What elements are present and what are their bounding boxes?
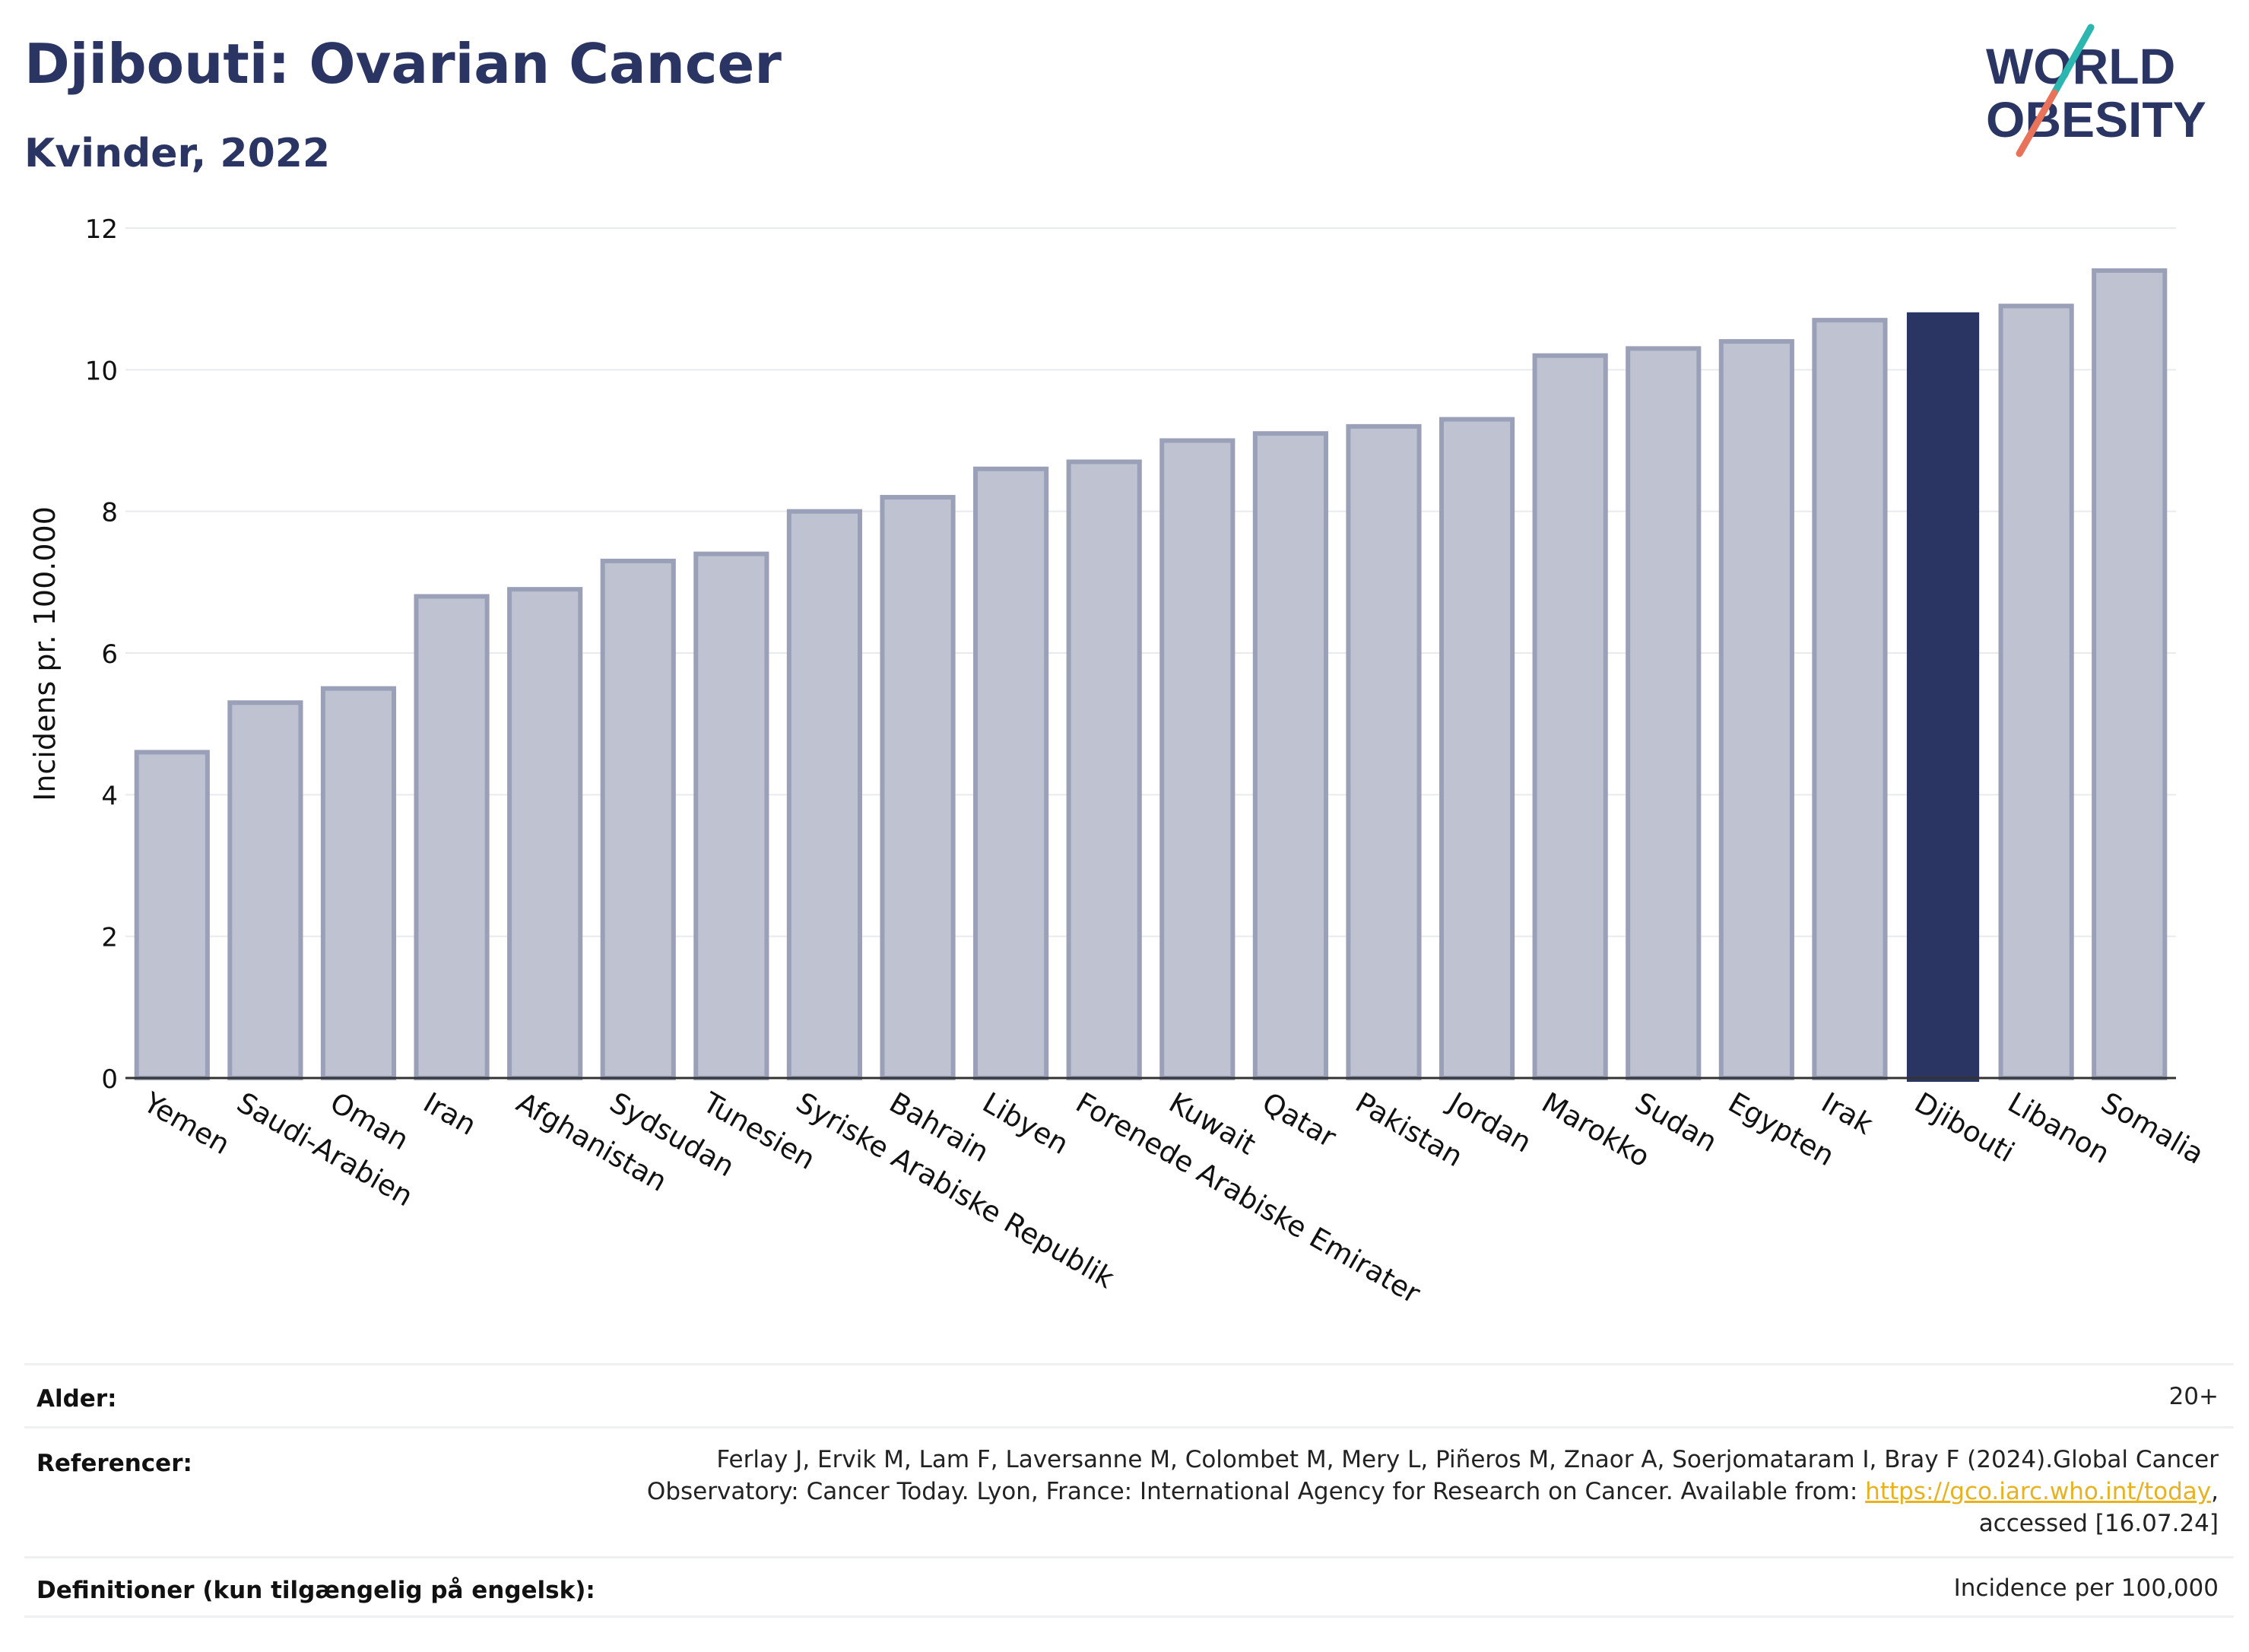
x-tick-label: Iran — [418, 1086, 482, 1142]
y-tick-label: 6 — [101, 639, 118, 670]
bar-irak — [1812, 318, 1888, 1081]
bar-jordan — [1439, 417, 1515, 1080]
bar-sydsudan — [600, 558, 676, 1080]
references-line2-end: , — [2211, 1478, 2219, 1505]
world-obesity-logo: WORLD OBESITY — [1986, 24, 2206, 157]
age-value: 20+ — [2168, 1383, 2219, 1410]
x-tick-label: Djibouti — [1909, 1086, 2020, 1169]
age-label: Alder: — [36, 1385, 117, 1413]
references-line2: Observatory: Cancer Today. Lyon, France:… — [647, 1476, 2219, 1508]
info-row-definitions: Definitioner (kun tilgængelig på engelsk… — [24, 1556, 2234, 1618]
bar-tunesien — [693, 551, 769, 1080]
bar-somalia — [2092, 268, 2168, 1080]
y-tick-label: 4 — [101, 781, 118, 811]
references-label: Referencer: — [36, 1450, 192, 1477]
x-tick-label: Irak — [1816, 1086, 1879, 1142]
bar-syriske-arabiske-republik — [786, 509, 863, 1080]
bar-bahrain — [880, 495, 956, 1080]
bar-iran — [414, 594, 490, 1080]
x-tick-label: Marokko — [1537, 1086, 1655, 1174]
y-tick-labels: 0 2 4 6 8 10 12 — [85, 214, 118, 1095]
bar-oman — [320, 686, 397, 1080]
y-tick-label: 2 — [101, 923, 118, 953]
references-line2-text: Observatory: Cancer Today. Lyon, France:… — [646, 1478, 1866, 1505]
bar-libyen — [973, 466, 1049, 1080]
y-tick-label: 8 — [101, 498, 118, 528]
x-tick-label: Libanon — [2003, 1086, 2115, 1171]
x-tick-label: Yemen — [138, 1086, 236, 1161]
references-line3: accessed [16.07.24] — [1978, 1510, 2219, 1537]
info-row-age: Alder: 20+ — [24, 1363, 2234, 1428]
bar-kuwait — [1159, 438, 1236, 1080]
y-tick-label: 0 — [101, 1064, 118, 1095]
bar-forenede-arabiske-emirater — [1066, 459, 1142, 1080]
references-text: Ferlay J, Ervik M, Lam F, Laversanne M, … — [647, 1444, 2219, 1539]
bottom-divider — [24, 1616, 2234, 1618]
x-tick-label: Libyen — [977, 1086, 1074, 1161]
y-axis-label: Incidens pr. 100.000 — [28, 506, 62, 801]
bar-pakistan — [1346, 423, 1422, 1080]
bar-djibouti — [1906, 312, 1980, 1082]
info-row-references: Referencer: Ferlay J, Ervik M, Lam F, La… — [24, 1426, 2234, 1558]
bar-sudan — [1626, 346, 1702, 1080]
bar-egypten — [1718, 339, 1794, 1081]
y-tick-label: 10 — [85, 356, 118, 386]
x-tick-label: Egypten — [1723, 1086, 1840, 1173]
logo-slash-coral — [2016, 89, 2058, 157]
definitions-label: Definitioner (kun tilgængelig på engelsk… — [36, 1577, 595, 1604]
x-tick-label: Somalia — [2095, 1086, 2209, 1171]
bar-libanon — [1998, 303, 2074, 1080]
references-link[interactable]: https://gco.iarc.who.int/today — [1865, 1478, 2212, 1505]
references-line1: Ferlay J, Ervik M, Lam F, Laversanne M, … — [716, 1446, 2219, 1473]
logo-slash-teal — [2051, 24, 2095, 97]
page-subtitle: Kvinder, 2022 — [24, 131, 331, 176]
bar-yemen — [134, 750, 210, 1081]
definitions-value: Incidence per 100,000 — [1953, 1574, 2219, 1602]
x-tick-label: Pakistan — [1350, 1086, 1468, 1174]
page-title: Djibouti: Ovarian Cancer — [24, 32, 782, 96]
logo-line2: OBESITY — [1986, 91, 2206, 147]
bar-saudi-arabien — [227, 700, 303, 1080]
bar-afghanistan — [507, 587, 583, 1080]
y-tick-label: 12 — [85, 214, 118, 245]
bars — [134, 268, 2168, 1082]
bar-marokko — [1532, 353, 1608, 1080]
bar-qatar — [1252, 431, 1328, 1080]
x-tick-label: Qatar — [1257, 1086, 1342, 1155]
